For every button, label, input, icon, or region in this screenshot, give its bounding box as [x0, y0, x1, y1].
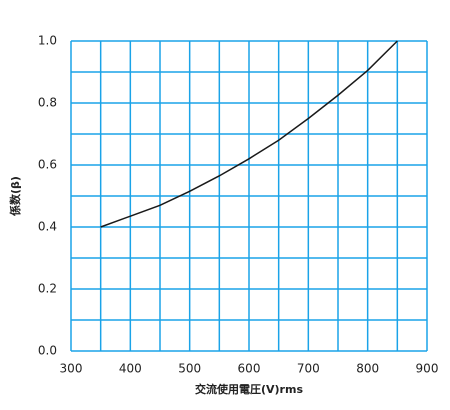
- x-axis-title: 交流使用電圧(V)rms: [195, 382, 303, 396]
- x-tick-label: 300: [60, 362, 83, 376]
- data-line: [100, 40, 398, 228]
- x-tick-label: 600: [238, 362, 261, 376]
- y-axis-title: 係数(β): [8, 176, 22, 216]
- x-tick-label: 500: [178, 362, 201, 376]
- y-tick-label: 0.6: [38, 158, 57, 172]
- x-tick-label: 700: [297, 362, 320, 376]
- y-tick-label: 0.8: [38, 96, 57, 110]
- x-tick-label: 900: [416, 362, 439, 376]
- y-tick-label: 0.0: [38, 344, 57, 358]
- y-tick-label: 1.0: [38, 34, 57, 48]
- x-tick-label: 800: [356, 362, 379, 376]
- x-tick-label: 400: [119, 362, 142, 376]
- y-tick-label: 0.4: [38, 220, 57, 234]
- y-tick-label: 0.2: [38, 282, 57, 296]
